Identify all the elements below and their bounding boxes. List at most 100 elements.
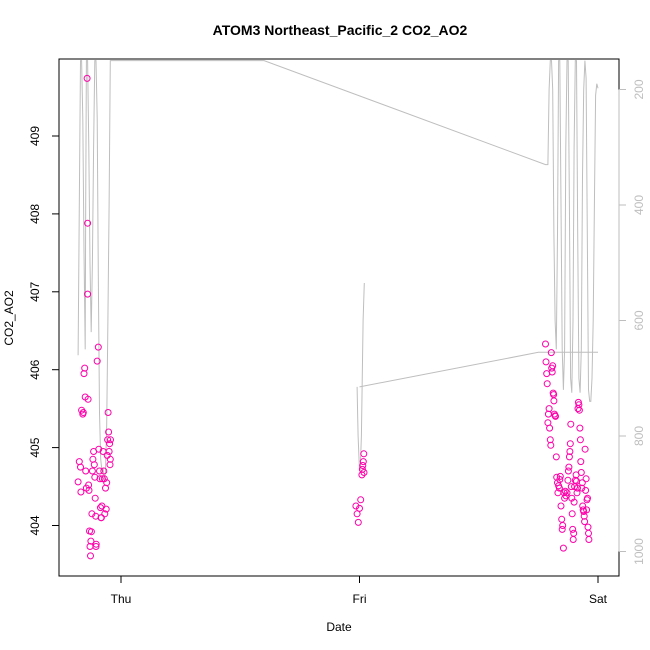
data-point xyxy=(570,498,578,506)
data-point xyxy=(98,475,106,483)
data-point xyxy=(83,74,91,82)
y2-axis: 200 400 600 800 1000 xyxy=(618,79,646,565)
data-point xyxy=(575,406,583,414)
data-point xyxy=(106,455,114,463)
data-point xyxy=(85,486,93,494)
data-point xyxy=(87,528,95,536)
y2-tick-label: 1000 xyxy=(632,538,646,565)
data-point xyxy=(96,467,103,475)
y-tick-label: 408 xyxy=(28,204,42,224)
y-tick-label: 404 xyxy=(28,515,42,535)
data-point xyxy=(74,478,82,486)
data-point xyxy=(96,475,104,483)
data-point xyxy=(104,436,112,444)
data-point xyxy=(585,529,592,537)
x-tick-label: Fri xyxy=(353,592,367,606)
data-point xyxy=(566,440,574,448)
data-point xyxy=(574,484,581,492)
y-tick-label: 405 xyxy=(28,437,42,457)
data-point xyxy=(556,472,564,480)
data-point xyxy=(97,514,105,522)
data-point xyxy=(547,441,555,449)
data-point xyxy=(92,543,100,550)
series-line xyxy=(77,60,599,483)
data-point xyxy=(81,364,89,372)
data-point xyxy=(545,405,553,413)
data-point xyxy=(564,467,572,475)
data-point xyxy=(359,462,367,469)
data-point xyxy=(360,469,368,476)
data-point xyxy=(87,552,94,560)
y-tick-label: 407 xyxy=(28,281,42,301)
data-point xyxy=(566,448,574,455)
data-point xyxy=(91,494,99,502)
data-point xyxy=(542,340,549,348)
data-point xyxy=(105,428,113,436)
data-point xyxy=(568,510,576,518)
data-point xyxy=(104,409,112,416)
data-point xyxy=(559,522,567,529)
plot-area xyxy=(58,58,620,577)
data-point xyxy=(567,483,575,491)
data-point xyxy=(103,479,111,487)
y2-tick-label: 600 xyxy=(632,310,646,330)
data-point xyxy=(571,476,579,484)
data-point xyxy=(581,445,589,453)
data-point xyxy=(105,448,113,455)
data-point xyxy=(75,458,83,466)
data-point xyxy=(92,540,100,548)
data-point xyxy=(352,502,360,510)
data-point xyxy=(107,436,114,444)
data-point xyxy=(577,469,585,476)
data-point xyxy=(84,395,92,403)
data-point xyxy=(542,358,550,366)
x-axis-label: Date xyxy=(326,620,352,634)
data-point xyxy=(557,502,565,510)
data-point xyxy=(100,467,108,475)
data-point xyxy=(550,397,558,405)
data-point xyxy=(555,484,563,492)
x-axis: Thu Fri Sat xyxy=(111,575,608,606)
data-point xyxy=(106,440,114,448)
data-point xyxy=(85,481,93,489)
series-lines xyxy=(77,60,599,483)
data-point xyxy=(88,467,96,475)
data-point xyxy=(543,380,551,388)
data-point xyxy=(563,489,571,497)
data-point xyxy=(552,412,559,420)
data-point xyxy=(547,349,555,357)
data-point xyxy=(562,492,570,500)
data-point xyxy=(82,467,90,475)
data-point xyxy=(356,504,363,512)
data-point xyxy=(77,463,84,471)
data-point xyxy=(583,506,591,514)
data-point xyxy=(581,518,589,526)
data-point xyxy=(578,484,586,492)
data-point xyxy=(552,453,560,461)
x-tick-label: Sat xyxy=(589,592,608,606)
data-point xyxy=(584,494,591,502)
data-point xyxy=(556,476,564,483)
y-axis-label: CO2_AO2 xyxy=(2,290,16,346)
data-point xyxy=(88,510,96,518)
data-point xyxy=(79,409,87,416)
data-point xyxy=(577,458,585,466)
data-point xyxy=(357,496,365,504)
data-point xyxy=(570,529,578,537)
series-points xyxy=(74,74,593,560)
y2-tick-label: 200 xyxy=(632,79,646,99)
data-point xyxy=(558,525,566,533)
data-point xyxy=(576,436,584,444)
data-point xyxy=(548,368,556,376)
data-point xyxy=(98,502,106,510)
data-point xyxy=(84,290,92,298)
data-point xyxy=(360,450,368,458)
data-point xyxy=(584,523,592,531)
data-point xyxy=(93,357,101,365)
data-point xyxy=(354,518,362,526)
data-point xyxy=(565,453,573,461)
data-point xyxy=(585,536,593,543)
data-point xyxy=(582,486,590,494)
y2-tick-label: 400 xyxy=(632,195,646,215)
data-point xyxy=(87,537,95,545)
